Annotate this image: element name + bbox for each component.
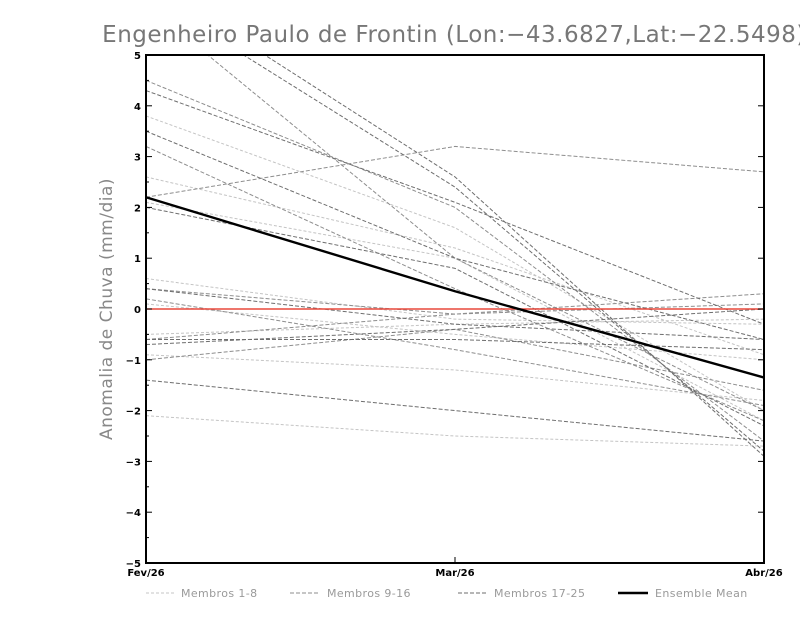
- legend-label-4: Ensemble Mean: [655, 587, 748, 600]
- y-axis-label: Anomalia de Chuva (mm/dia): [97, 178, 117, 440]
- legend-label-1: Membros 1-8: [181, 587, 258, 600]
- member-line-5: [146, 354, 764, 401]
- member-line-24: [146, 206, 764, 427]
- member-line-13: [146, 303, 764, 340]
- member-line-7: [146, 318, 764, 335]
- legend: Membros 1-8 Membros 9-16 Membros 17-25 Ense…: [146, 587, 748, 600]
- legend-label-3: Membros 17-25: [494, 587, 585, 600]
- member-line-22: [146, 288, 764, 340]
- member-line-19: [263, 55, 764, 457]
- y-tick-label: 5: [134, 51, 141, 62]
- member-line-21: [146, 379, 764, 442]
- member-line-3: [146, 278, 764, 325]
- y-tick-label: 3: [134, 153, 141, 164]
- member-line-11: [146, 145, 764, 422]
- x-ticks-group: Fev/26 Mar/26 Abr/26: [127, 557, 783, 579]
- member-line-10: [146, 145, 764, 198]
- y-tick-label: −2: [126, 407, 141, 418]
- member-line-4: [146, 303, 764, 361]
- member-line-14: [146, 298, 764, 407]
- x-tick-label: Mar/26: [435, 568, 474, 579]
- member-line-8: [146, 201, 764, 422]
- y-tick-label: 1: [134, 254, 141, 265]
- member-line-1: [146, 115, 764, 412]
- legend-label-2: Membros 9-16: [327, 587, 411, 600]
- y-tick-label: 0: [134, 305, 141, 316]
- member-line-16: [146, 328, 764, 391]
- y-tick-label: 2: [134, 203, 141, 214]
- member-line-20: [242, 55, 764, 452]
- member-line-12: [146, 288, 764, 315]
- member-series-group: [146, 55, 764, 457]
- member-line-6: [146, 415, 764, 447]
- member-line-15: [207, 55, 764, 412]
- y-tick-label: −4: [126, 508, 141, 519]
- member-line-17: [146, 90, 764, 325]
- y-tick-label: −1: [126, 356, 141, 367]
- member-line-9: [146, 79, 764, 442]
- member-line-2: [146, 176, 764, 356]
- member-line-25: [146, 338, 764, 351]
- x-tick-label: Abr/26: [745, 568, 782, 579]
- ensemble-mean-group: [145, 196, 765, 379]
- y-ticks-group: 5 4 3 2 1 0 −1 −2 −3 −4 −5: [126, 51, 764, 570]
- y-tick-label: 4: [134, 102, 141, 113]
- ensemble-mean-line: [145, 196, 765, 379]
- y-tick-label: −5: [126, 559, 141, 570]
- x-tick-label: Fev/26: [127, 568, 164, 579]
- chart-title: Engenheiro Paulo de Frontin (Lon:−43.682…: [102, 22, 800, 48]
- member-line-18: [146, 130, 764, 340]
- y-tick-label: −3: [126, 457, 141, 468]
